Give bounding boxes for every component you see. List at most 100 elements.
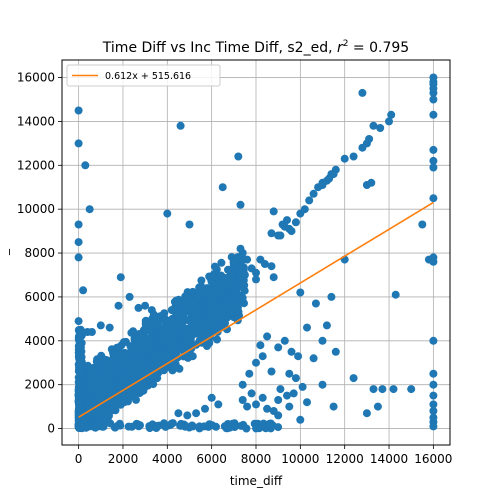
scatter-point — [240, 299, 248, 308]
scatter-point — [367, 178, 376, 187]
scatter-point — [303, 398, 311, 407]
scatter-point — [74, 360, 83, 369]
scatter-point — [176, 121, 185, 130]
scatter-point — [373, 402, 382, 411]
fit-line-layer — [78, 201, 434, 418]
scatter-point — [322, 321, 331, 330]
scatter-point — [139, 366, 148, 375]
scatter-point — [138, 332, 146, 341]
scatter-point — [75, 388, 84, 397]
scatter-point — [174, 295, 183, 304]
scatter-point — [376, 124, 385, 132]
scatter-point — [74, 253, 83, 262]
scatter-point — [188, 421, 197, 430]
scatter-point — [116, 273, 125, 282]
scatter-point — [75, 343, 84, 351]
scatter-point — [243, 255, 252, 264]
scatter-point — [139, 349, 148, 358]
scatter-point — [229, 260, 238, 268]
scatter-point — [87, 398, 96, 406]
scatter-point — [163, 209, 172, 218]
scatter-point — [210, 262, 219, 271]
scatter-point — [225, 266, 234, 275]
x-tick-label: 10000 — [281, 452, 319, 466]
regression-line — [78, 201, 434, 418]
scatter-point — [358, 88, 367, 97]
scatter-point — [125, 292, 134, 301]
scatter-point — [240, 281, 249, 290]
scatter-point — [214, 400, 223, 409]
scatter-point — [215, 304, 224, 313]
scatter-point — [318, 336, 327, 345]
scatter-point — [283, 391, 291, 400]
y-tick-label: 12000 — [17, 158, 55, 172]
scatter-point — [126, 361, 135, 370]
scatter-point — [267, 367, 276, 376]
scatter-point — [212, 286, 221, 295]
scatter-point — [252, 275, 260, 284]
scatter-point — [207, 393, 216, 402]
scatter-point — [171, 328, 180, 337]
scatter-point — [305, 196, 314, 205]
scatter-point — [276, 231, 285, 240]
scatter-point — [429, 110, 438, 119]
scatter-point — [181, 292, 190, 301]
scatter-point — [97, 374, 106, 383]
scatter-point — [197, 276, 206, 285]
scatter-point — [349, 152, 358, 161]
y-tick-label: 0 — [47, 422, 55, 436]
scatter-point — [267, 262, 276, 271]
scatter-point — [125, 387, 134, 396]
scatter-point — [75, 335, 83, 344]
scatter-point — [74, 106, 83, 115]
x-tick-label: 8000 — [241, 452, 272, 466]
scatter-point — [378, 385, 387, 394]
scatter-point — [240, 271, 249, 279]
scatter-point — [239, 420, 248, 429]
scatter-point — [291, 218, 300, 227]
scatter-point — [212, 422, 220, 431]
scatter-point — [233, 303, 242, 312]
scatter-point — [177, 324, 186, 333]
scatter-point — [236, 244, 245, 253]
scatter-point — [429, 400, 438, 409]
scatter-point — [121, 352, 130, 361]
scatter-point — [243, 402, 252, 411]
scatter-point — [283, 216, 291, 225]
scatter-point — [276, 385, 285, 394]
scatter-point — [172, 318, 181, 327]
scatter-point — [210, 273, 219, 281]
scatter-point — [185, 220, 194, 229]
scatter-point — [285, 402, 294, 411]
scatter-point — [113, 396, 122, 405]
scatter-point — [193, 316, 202, 325]
scatter-point — [429, 380, 438, 389]
scatter-point — [318, 181, 327, 189]
scatter-point — [170, 341, 179, 350]
scatter-point — [303, 323, 311, 332]
y-tick-label: 16000 — [17, 71, 55, 85]
scatter-point — [252, 424, 261, 433]
scatter-point — [74, 220, 83, 229]
legend-label: 0.612x + 515.616 — [105, 71, 191, 82]
scatter-point — [245, 369, 254, 378]
scatter-point — [329, 402, 338, 411]
scatter-point — [349, 374, 358, 383]
scatter-point — [106, 419, 115, 428]
scatter-point — [76, 325, 85, 334]
scatter-point — [202, 326, 211, 334]
scatter-point — [213, 335, 221, 344]
scatter-point — [152, 317, 161, 326]
scatter-point — [391, 290, 400, 299]
scatter-point — [234, 281, 243, 290]
scatter-point — [132, 380, 141, 388]
y-tick-label: 6000 — [24, 290, 55, 304]
scatter-point — [256, 341, 265, 350]
scatter-point — [429, 145, 438, 154]
scatter-point — [130, 334, 139, 343]
scatter-point — [274, 343, 283, 352]
scatter-point — [329, 170, 338, 179]
scatter-point — [195, 303, 204, 312]
scatter-point — [127, 367, 136, 376]
scatter-point — [280, 336, 289, 345]
